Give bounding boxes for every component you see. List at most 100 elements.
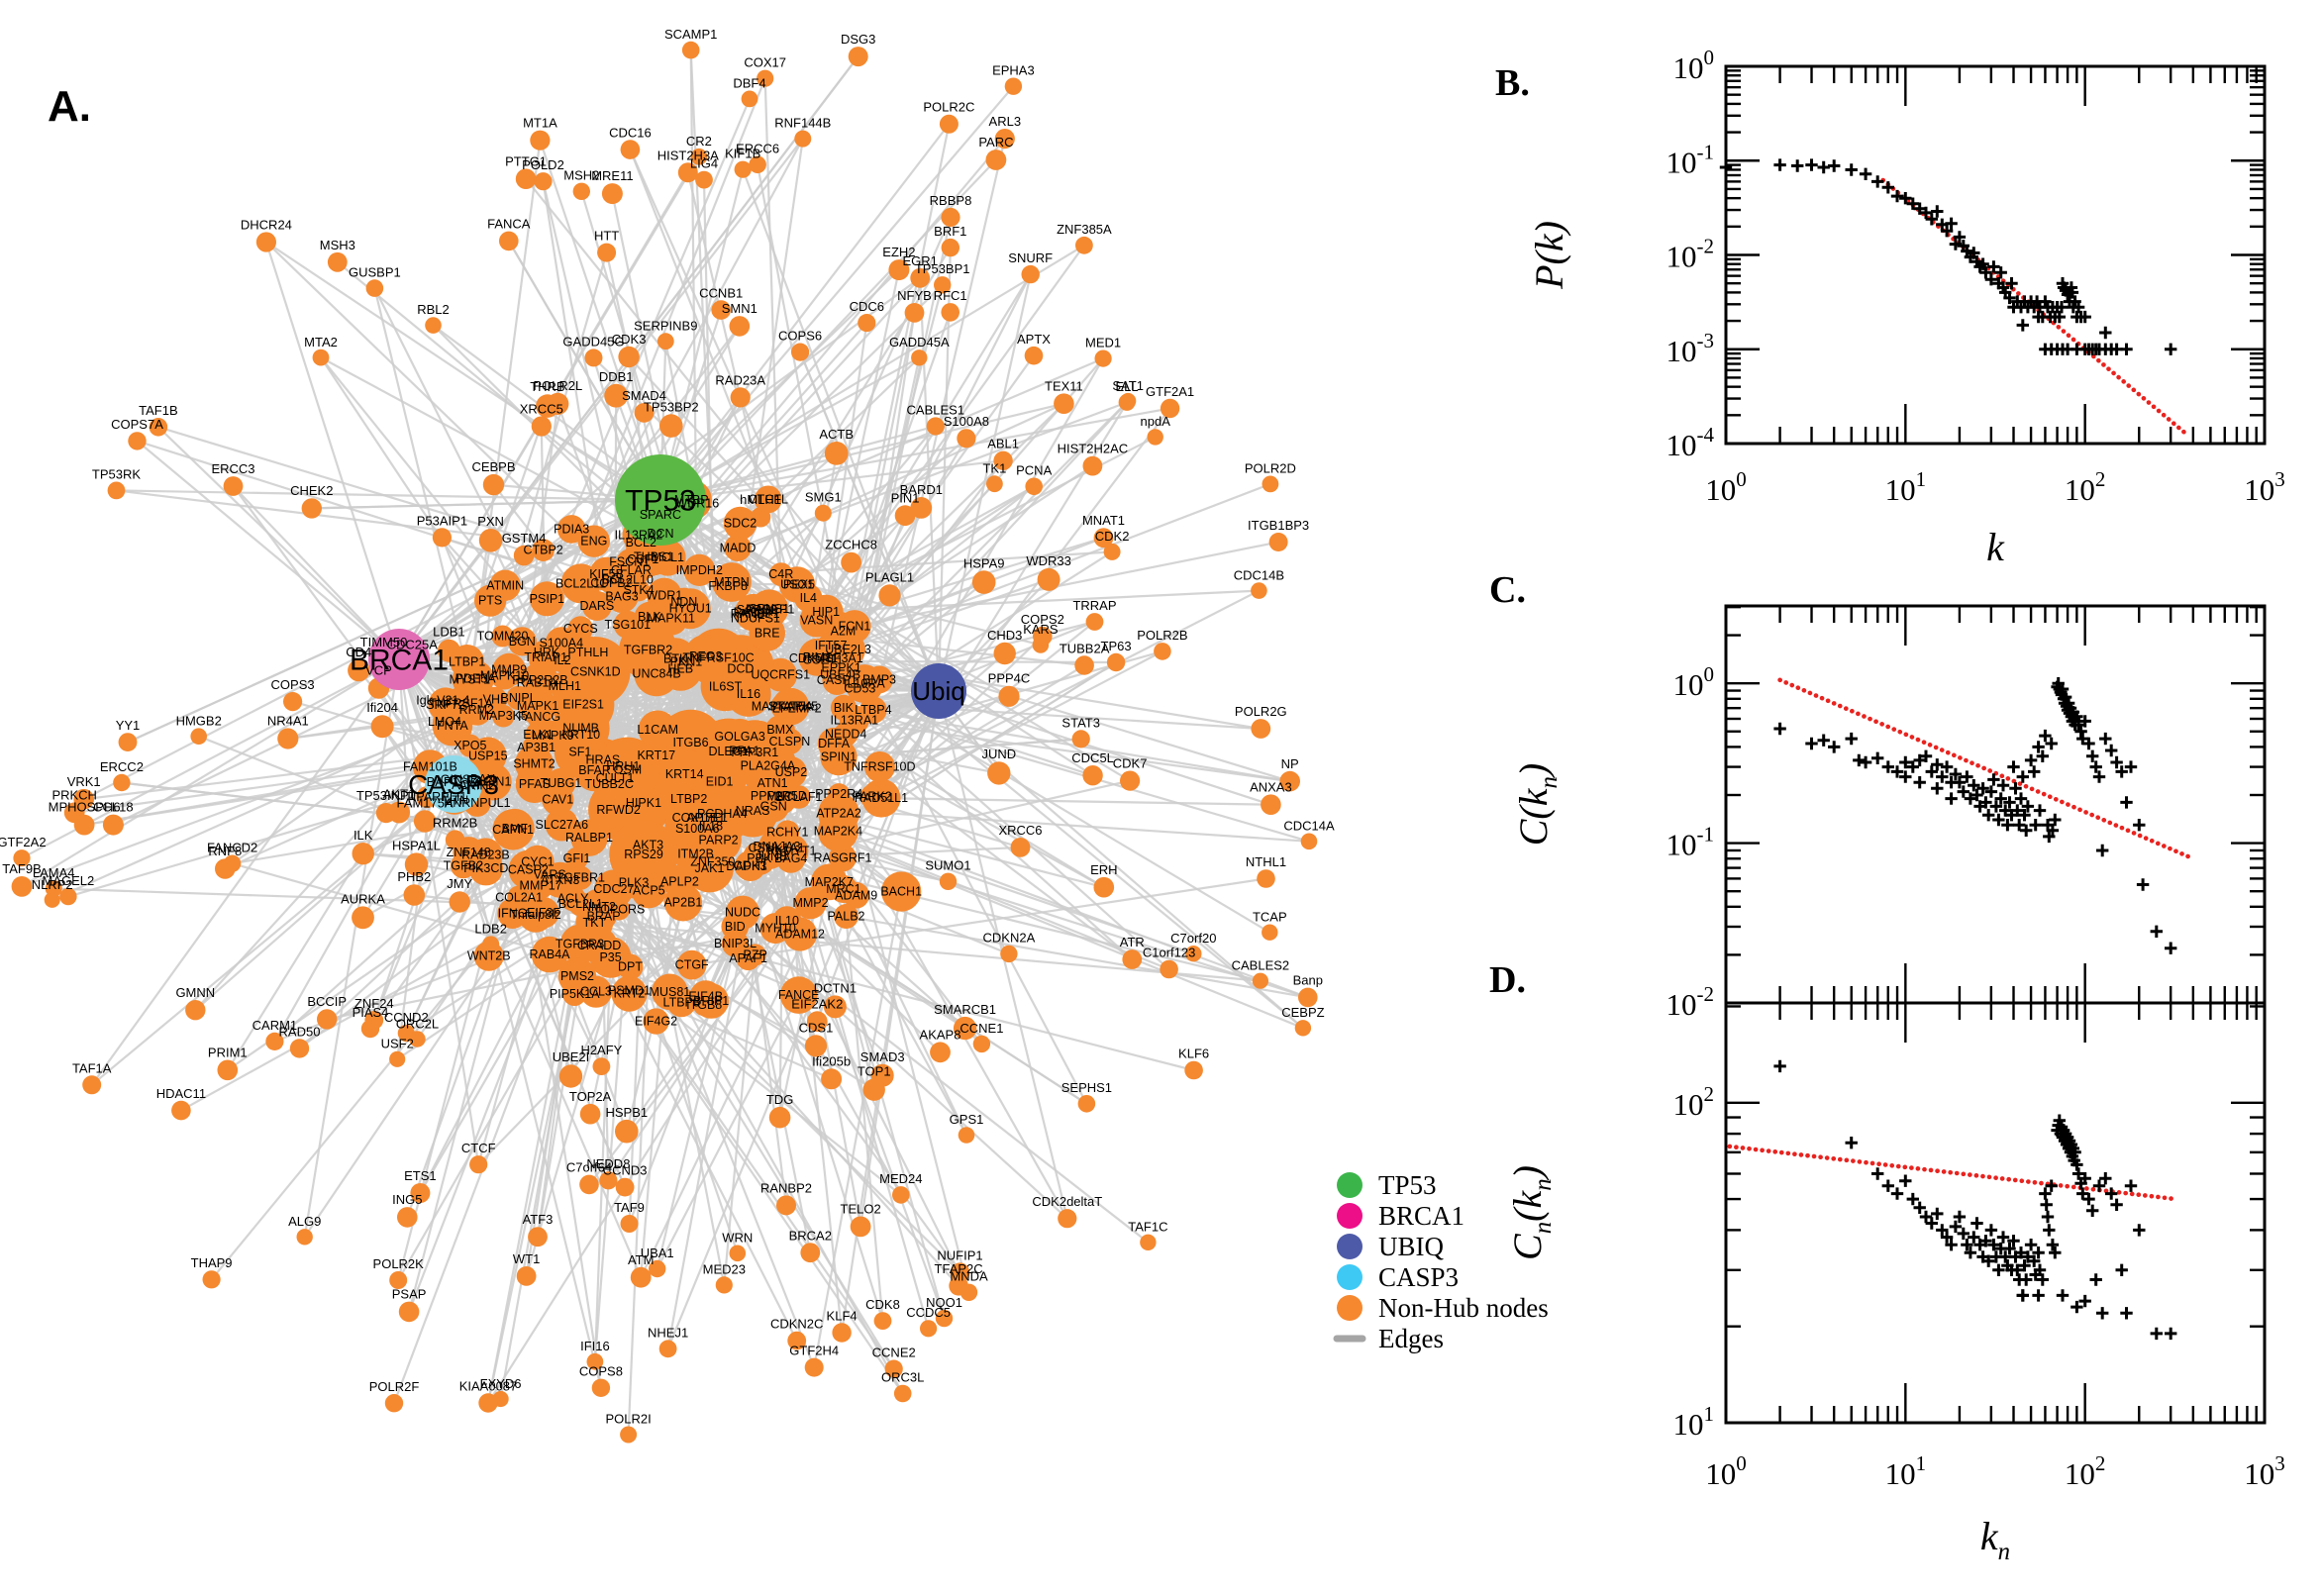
gene-label: GFI1 (563, 851, 591, 865)
data-point-marker (1994, 792, 2007, 805)
gene-label: RFC1 (934, 288, 967, 303)
non-hub-node (591, 1378, 611, 1398)
gene-label: SDC2 (724, 517, 757, 531)
data-point-marker (2133, 819, 2146, 832)
non-hub-node (1268, 533, 1288, 551)
gene-label: CDK8 (865, 1297, 900, 1312)
data-point-marker (2016, 1289, 2029, 1302)
network-edge (397, 658, 480, 1165)
gene-label: hMLH1 (740, 492, 781, 507)
non-hub-node (735, 850, 766, 881)
non-hub-node (507, 627, 537, 656)
non-hub-node (920, 1320, 938, 1338)
data-point-marker (2001, 819, 2014, 832)
gene-label: PSMD1 (608, 984, 651, 998)
non-hub-node (620, 140, 641, 159)
network-edge (136, 440, 400, 660)
gene-label: RFWD2 (596, 803, 640, 817)
non-hub-node (730, 387, 751, 408)
data-point-marker (1982, 1254, 1995, 1267)
gene-label: JAK1 (695, 861, 725, 875)
legend-item: TP53 (1337, 1170, 1437, 1200)
gene-label: CABLES1 (907, 403, 965, 418)
data-point-marker (1881, 181, 1894, 194)
gene-label: HDAC11 (156, 1086, 206, 1101)
gene-label: SF3A1 (825, 651, 862, 665)
gene-label: BCL2 (626, 536, 656, 549)
non-hub-node (1262, 475, 1279, 493)
data-point-marker (1899, 755, 1912, 769)
non-hub-node (537, 861, 562, 888)
data-point-marker (2018, 1259, 2031, 1272)
non-hub-node (113, 773, 131, 792)
data-point-marker (1906, 1192, 1919, 1206)
gene-label: TUBG1 (541, 776, 582, 790)
gene-label: CABLES2 (1232, 958, 1290, 973)
gene-label: POLR2D (1245, 461, 1296, 476)
gene-label: COX17E1 (672, 811, 728, 825)
gene-label: KRT14 (665, 767, 704, 781)
gene-label: FANCG (518, 710, 560, 724)
non-hub-node (729, 1245, 747, 1262)
gene-label: HRAS (586, 753, 621, 767)
network-edge (742, 168, 941, 692)
non-hub-node (491, 625, 514, 648)
non-hub-node (1082, 765, 1103, 786)
gene-label: DAPK3 (726, 859, 766, 873)
non-hub-node (456, 659, 494, 698)
non-hub-node (558, 1064, 583, 1088)
gene-label: POLR2K (373, 1256, 425, 1271)
data-point-marker (1945, 792, 1958, 805)
gene-label: ATR (1120, 935, 1145, 949)
gene-label: ARIH2 (458, 779, 495, 793)
non-hub-node (939, 872, 958, 890)
gene-label: TAF9 (614, 1200, 645, 1215)
gene-label: KIAA0087 (459, 1378, 518, 1393)
gene-label: CCNE1 (960, 1021, 1003, 1036)
gene-label: WDR16 (675, 497, 719, 511)
gene-label: BID (725, 920, 746, 934)
gene-label: LDB1 (433, 625, 465, 640)
gene-label: USP15 (468, 748, 508, 762)
non-hub-node (1074, 655, 1094, 675)
data-point-marker (2045, 1179, 2058, 1192)
gene-label: MLH1 (549, 679, 581, 693)
non-hub-node (695, 170, 713, 189)
non-hub-node (768, 562, 793, 587)
data-point-marker (1805, 737, 1818, 750)
non-hub-node (712, 562, 752, 602)
gene-label: CDC6 (850, 299, 884, 314)
gene-label: MMP2 (792, 896, 828, 910)
data-point-marker (1906, 760, 1919, 773)
data-point-marker (2039, 729, 2052, 743)
non-hub-node (364, 1011, 384, 1030)
non-hub-node (570, 819, 608, 856)
gene-label: WNT2B (467, 949, 511, 963)
data-point-marker (2082, 737, 2095, 750)
gene-label: TNFRSF10C (682, 651, 754, 665)
non-hub-node (149, 418, 168, 437)
data-point-marker (2136, 878, 2150, 891)
gene-label: KLF6 (1178, 1047, 1209, 1061)
gene-label: CEBPB (471, 459, 515, 474)
data-point-marker (2011, 804, 2024, 817)
data-point-marker (2020, 1273, 2033, 1286)
gene-label: DCD (727, 662, 754, 676)
gene-label: EGR1 (902, 253, 937, 268)
legend-swatch-circle (1337, 1234, 1363, 1259)
non-hub-node (1300, 833, 1318, 850)
gene-label: KIF5B (589, 567, 624, 581)
non-hub-node (478, 529, 503, 552)
data-point-marker (2092, 770, 2106, 783)
gene-label: RBL2 (417, 302, 450, 317)
non-hub-node (683, 553, 716, 587)
non-hub-node (571, 636, 605, 669)
non-hub-node (255, 232, 276, 252)
network-edge (264, 242, 401, 660)
gene-label: HIPK1 (626, 796, 661, 810)
gene-label: WDR33 (1026, 553, 1071, 568)
non-hub-node (118, 733, 138, 751)
non-hub-node (998, 685, 1020, 707)
non-hub-node (534, 172, 553, 191)
non-hub-node (604, 383, 629, 408)
